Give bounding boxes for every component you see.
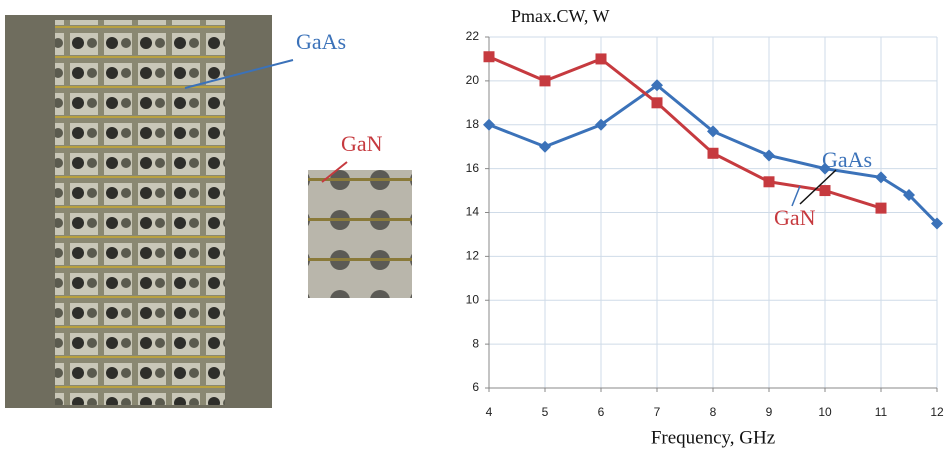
marker	[819, 162, 831, 175]
y-tick-label: 14	[466, 205, 480, 219]
marker	[707, 147, 719, 159]
marker	[483, 118, 495, 131]
marker	[539, 75, 551, 87]
pointer	[321, 161, 348, 183]
gaas-photo-die	[55, 20, 225, 405]
y-tick-label: 6	[472, 380, 479, 394]
legend-pointer	[791, 185, 801, 207]
x-tick-label: 5	[542, 405, 549, 419]
marker	[875, 202, 887, 214]
marker	[651, 79, 663, 92]
plot: 6 8 10 12 14 16 18 20 22 4 5 6 7 8 9 10 11 12 GaAs GaN	[466, 29, 944, 419]
y-tick-label: 10	[466, 292, 480, 306]
legend-label: GaAs	[822, 147, 872, 172]
x-tick-label: 7	[654, 405, 661, 419]
legend-pointer	[799, 169, 837, 205]
x-tick-label: 10	[818, 405, 832, 419]
photo-label: GaN	[341, 131, 383, 156]
marker	[819, 185, 831, 197]
marker	[595, 53, 607, 65]
y-tick-label: 20	[466, 73, 480, 87]
x-tick-label: 12	[930, 405, 944, 419]
y-tick-label: 16	[466, 161, 480, 175]
marker	[651, 97, 663, 109]
marker	[875, 171, 887, 184]
x-tick-label: 4	[486, 405, 493, 419]
x-tick-label: 8	[710, 405, 717, 419]
marker	[903, 188, 915, 201]
marker	[595, 118, 607, 131]
marker	[539, 140, 551, 153]
gan-photo	[308, 170, 412, 298]
pointer	[184, 59, 294, 89]
legend-label: GaN	[774, 205, 816, 230]
y-tick-label: 18	[466, 117, 480, 131]
marker	[763, 149, 775, 162]
y-tick-label: 22	[466, 29, 480, 43]
y-tick-label: 8	[472, 336, 479, 350]
x-tick-label: 6	[598, 405, 605, 419]
marker	[483, 51, 495, 63]
x-tick-label: 9	[766, 405, 773, 419]
marker	[931, 217, 943, 230]
marker	[763, 176, 775, 188]
y-axis-title: Pmax.CW, W	[511, 6, 610, 26]
y-tick-label: 12	[466, 249, 480, 263]
series-line	[488, 83, 939, 225]
x-axis-title: Frequency, GHz	[651, 427, 775, 448]
marker	[707, 125, 719, 138]
x-tick-label: 11	[875, 405, 888, 419]
photo-label: GaAs	[296, 29, 346, 54]
